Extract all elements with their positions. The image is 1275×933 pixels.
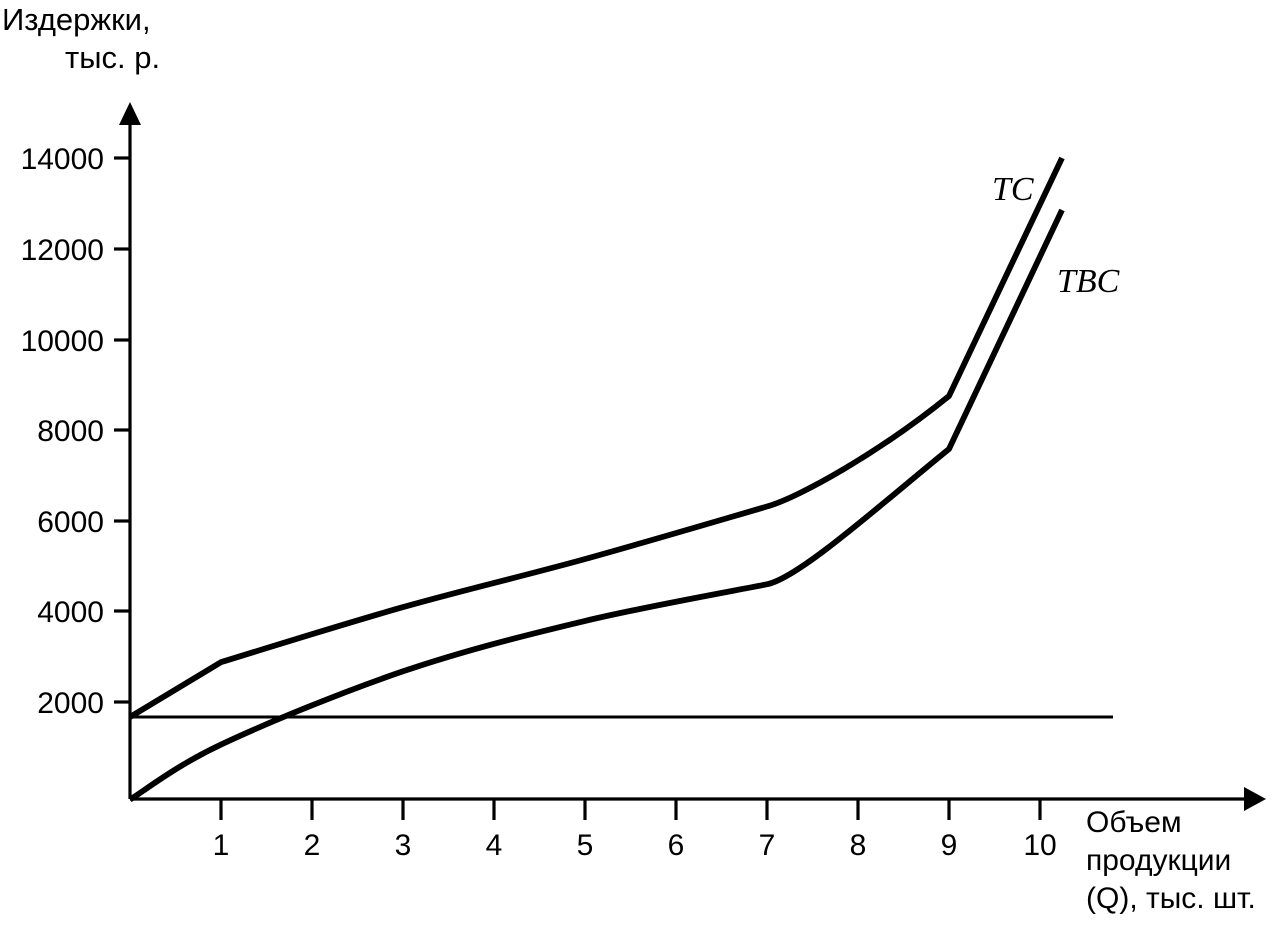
svg-text:7: 7 <box>759 829 776 862</box>
svg-text:10000: 10000 <box>21 325 104 358</box>
svg-text:продукции: продукции <box>1086 844 1231 877</box>
svg-text:TC: TC <box>992 171 1034 208</box>
svg-text:тыс. р.: тыс. р. <box>65 40 160 75</box>
svg-text:8: 8 <box>850 829 867 862</box>
svg-text:8000: 8000 <box>37 415 104 448</box>
svg-text:12000: 12000 <box>21 234 104 267</box>
svg-text:3: 3 <box>395 829 412 862</box>
svg-text:1: 1 <box>213 829 230 862</box>
svg-text:9: 9 <box>941 829 958 862</box>
svg-text:(Q), тыс. шт.: (Q), тыс. шт. <box>1086 882 1256 915</box>
svg-text:Издержки,: Издержки, <box>2 2 151 37</box>
svg-text:6000: 6000 <box>37 506 104 539</box>
svg-text:Объем: Объем <box>1086 806 1182 839</box>
svg-text:4000: 4000 <box>37 596 104 629</box>
svg-text:14000: 14000 <box>21 143 104 176</box>
svg-text:10: 10 <box>1023 829 1056 862</box>
svg-text:2: 2 <box>304 829 321 862</box>
svg-text:TBC: TBC <box>1057 263 1120 300</box>
svg-text:4: 4 <box>486 829 503 862</box>
svg-text:6: 6 <box>668 829 685 862</box>
svg-text:2000: 2000 <box>37 687 104 720</box>
svg-text:5: 5 <box>577 829 594 862</box>
